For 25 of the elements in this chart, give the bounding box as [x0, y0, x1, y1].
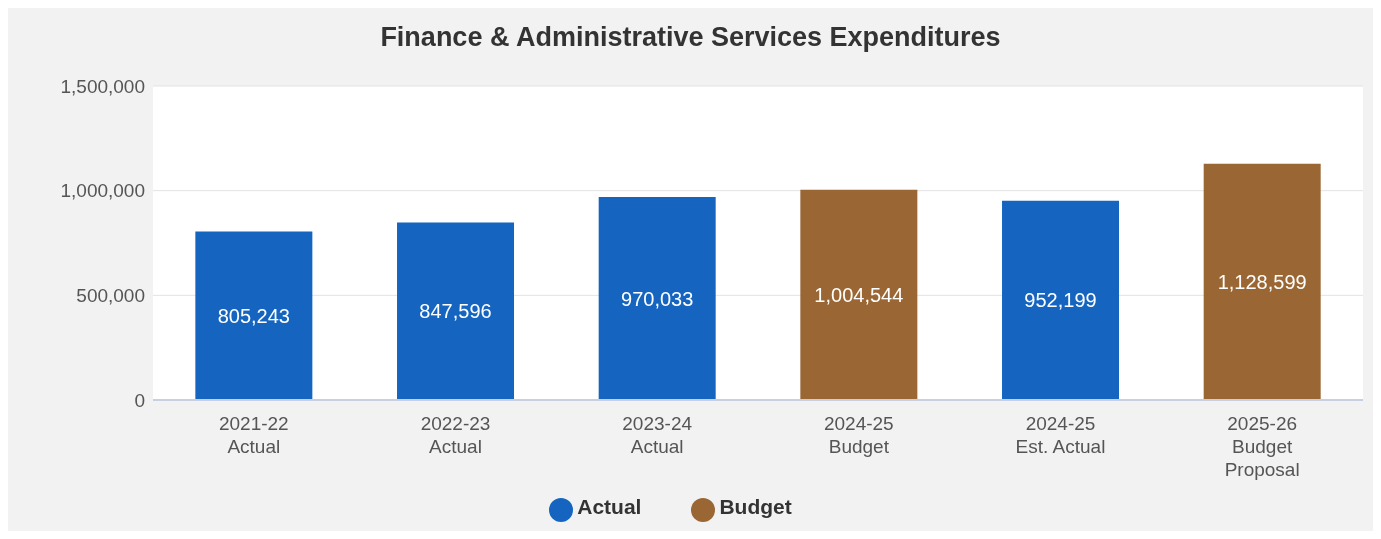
x-tick-label: 2022-23 Actual	[420, 413, 491, 457]
legend-label: Budget	[719, 495, 792, 518]
data-label: 1,128,599	[1217, 270, 1307, 293]
bar	[1203, 163, 1321, 400]
x-tick-label: 2023-24 Actual	[622, 413, 693, 457]
bar	[1002, 200, 1120, 400]
y-tick-label: 0	[134, 389, 145, 411]
bar	[195, 231, 313, 400]
x-tick-label: 2025-26 Budget Proposal	[1224, 413, 1300, 480]
data-label: 1,004,544	[814, 283, 904, 306]
data-label: 952,199	[1024, 289, 1097, 312]
y-tick-label: 1,000,000	[60, 180, 145, 202]
legend-label: Actual	[577, 495, 642, 518]
bar	[598, 196, 716, 400]
y-tick-label: 1,500,000	[60, 75, 145, 97]
bar	[800, 189, 918, 400]
data-label: 805,243	[217, 304, 290, 327]
chart-title: Finance & Administrative Services Expenditures	[379, 21, 1002, 54]
y-tick-label: 500,000	[76, 285, 145, 307]
x-tick-label: 2021-22 Actual	[218, 413, 289, 457]
bar	[397, 222, 515, 400]
data-label: 847,596	[419, 300, 492, 323]
data-label: 970,033	[621, 287, 694, 310]
x-tick-label: 2024-25 Est. Actual	[1015, 413, 1106, 457]
x-tick-label: 2024-25 Budget	[823, 413, 894, 457]
